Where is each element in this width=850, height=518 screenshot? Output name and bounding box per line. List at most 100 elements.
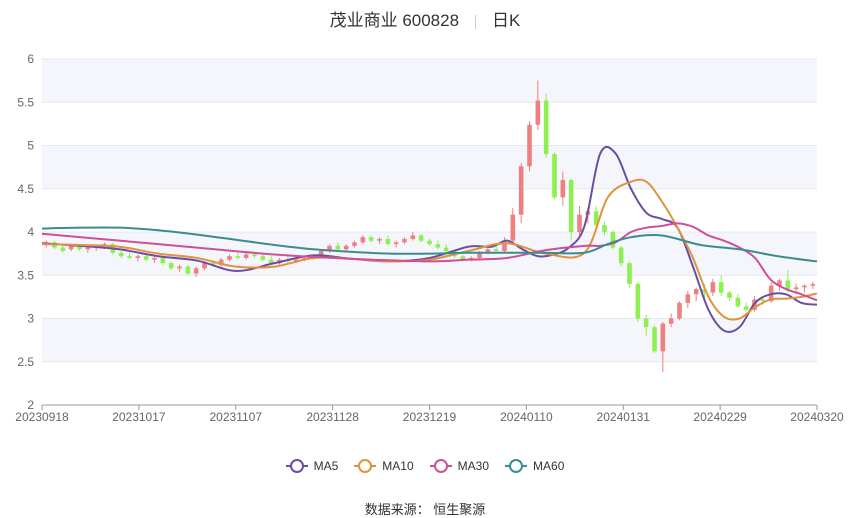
- candle-body: [743, 306, 749, 310]
- y-tick-label: 2.5: [17, 355, 34, 369]
- candle-body: [352, 242, 357, 246]
- grid-band: [42, 318, 817, 362]
- candle-body: [568, 180, 574, 232]
- candle-body: [652, 327, 657, 352]
- candle-body: [677, 302, 682, 319]
- candle-body: [385, 238, 391, 245]
- candle-body: [143, 256, 149, 260]
- y-tick-label: 5: [27, 139, 34, 153]
- series-line-ma30: [41, 222, 818, 302]
- candle-body: [435, 244, 441, 248]
- candle-body: [502, 240, 507, 252]
- data-source-note: 数据来源： 恒生聚源: [364, 502, 486, 517]
- candle-body: [327, 245, 332, 252]
- candle-body: [335, 245, 341, 250]
- candle-body: [460, 256, 466, 260]
- x-tick-label: 20230918: [15, 410, 69, 424]
- candle-body: [527, 124, 532, 167]
- candle-body: [577, 214, 582, 232]
- candle-body: [343, 245, 349, 250]
- candle-body: [685, 294, 691, 303]
- legend-item-ma5[interactable]: MA5: [285, 459, 339, 473]
- candle-body: [168, 263, 174, 269]
- candle-body: [293, 259, 299, 262]
- candle-body: [268, 259, 274, 264]
- candle-body: [760, 299, 766, 302]
- y-tick-label: 6: [27, 52, 34, 66]
- candle-body: [193, 268, 199, 274]
- candle-body: [443, 247, 449, 252]
- candle-body: [660, 323, 666, 352]
- candle-body: [177, 266, 182, 269]
- legend-item-ma30[interactable]: MA30: [429, 459, 490, 473]
- candle-body: [235, 256, 241, 258]
- candle-body: [702, 289, 707, 293]
- candle-body: [518, 166, 524, 215]
- candle-body: [710, 282, 716, 293]
- legend-swatch: [429, 459, 452, 473]
- candle-body: [635, 283, 641, 319]
- title-separator: [475, 14, 477, 29]
- y-tick-label: 3.5: [17, 268, 34, 282]
- candle-body: [377, 238, 382, 241]
- candle-body: [510, 214, 516, 241]
- legend-swatch: [505, 459, 528, 473]
- candle-body: [135, 256, 141, 258]
- legend-swatch: [354, 459, 377, 473]
- candle-body: [602, 225, 607, 232]
- x-tick-label: 20240110: [500, 410, 553, 424]
- x-tick-label: 20240131: [597, 410, 651, 424]
- chart-title-name: 茂业商业 600828: [329, 11, 460, 30]
- candle-body: [427, 240, 432, 245]
- candle-body: [785, 280, 791, 290]
- candle-body: [227, 256, 232, 260]
- candle-body: [252, 254, 257, 257]
- y-tick-label: 3: [27, 312, 34, 326]
- candle-body: [610, 232, 616, 248]
- candle-body: [693, 289, 699, 295]
- candle-body: [210, 263, 216, 265]
- candle-body: [618, 247, 624, 264]
- candle-body: [68, 245, 74, 250]
- candle-body: [118, 252, 124, 257]
- candle-body: [318, 251, 324, 257]
- legend-item-ma10[interactable]: MA10: [354, 459, 414, 473]
- y-tick-label: 4: [27, 225, 34, 239]
- x-tick-label: 20231219: [403, 410, 457, 424]
- candle-body: [185, 266, 191, 274]
- candle-body: [810, 283, 816, 286]
- candle-body: [627, 263, 632, 284]
- candle-body: [560, 180, 566, 198]
- candle-body: [410, 235, 416, 239]
- candle-body: [77, 245, 82, 250]
- candle-body: [668, 318, 674, 324]
- candle-body: [593, 211, 599, 226]
- candle-body: [535, 100, 541, 125]
- legend-item-ma60[interactable]: MA60: [505, 459, 564, 473]
- y-tick-label: 2: [27, 398, 34, 412]
- candle-body: [360, 237, 366, 243]
- candle-body: [368, 237, 374, 241]
- candle-body: [202, 263, 207, 269]
- candle-body: [735, 297, 741, 307]
- x-tick-label: 20231128: [306, 410, 359, 424]
- candle-body: [152, 257, 157, 260]
- candle-body: [402, 238, 407, 243]
- x-tick-label: 20240320: [790, 410, 844, 424]
- candle-body: [60, 247, 66, 252]
- legend-label: MA5: [313, 459, 339, 473]
- x-tick-label: 20231107: [210, 410, 263, 424]
- candle-body: [777, 280, 782, 286]
- candle-body: [260, 256, 266, 260]
- candle-body: [793, 287, 799, 290]
- candle-body: [493, 249, 499, 252]
- candle-body: [243, 254, 249, 258]
- candle-body: [718, 282, 724, 293]
- candle-body: [552, 154, 557, 198]
- legend-label: MA60: [533, 459, 565, 473]
- candle-body: [218, 259, 224, 265]
- y-tick-label: 5.5: [17, 95, 34, 109]
- legend-label: MA30: [457, 459, 490, 473]
- legend-swatch: [285, 459, 308, 473]
